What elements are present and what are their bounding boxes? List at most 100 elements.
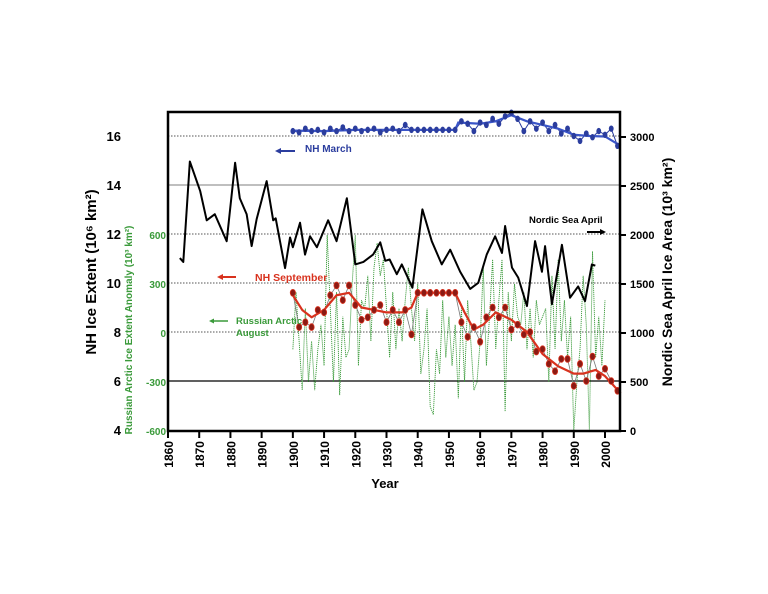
x-tick-label: 1970 bbox=[505, 441, 519, 468]
nh-september-point bbox=[333, 281, 340, 290]
nh-march-point bbox=[371, 125, 377, 132]
nh-september-point bbox=[289, 288, 296, 297]
nh-march-point bbox=[483, 121, 489, 129]
nh-september-smooth-line bbox=[291, 291, 622, 394]
nh-march-point bbox=[577, 137, 583, 145]
nh-march-point bbox=[334, 127, 339, 135]
nh-march-point bbox=[590, 134, 595, 141]
nh-september-point bbox=[414, 288, 421, 297]
right-axis-title: Nordic Sea April Ice Area (10³ km²) bbox=[659, 158, 675, 386]
nh-september-point bbox=[377, 301, 384, 309]
nh-march-point bbox=[490, 115, 496, 123]
nh-september-point bbox=[433, 288, 440, 297]
green-tick-label: -600 bbox=[146, 427, 166, 438]
nh-september-point bbox=[358, 315, 365, 324]
left-tick-label: 12 bbox=[107, 227, 121, 242]
nh-september-point bbox=[539, 345, 546, 353]
left-tick-label: 14 bbox=[107, 178, 122, 193]
nh-september-point bbox=[477, 337, 484, 346]
nh-september-point bbox=[352, 301, 359, 309]
nh-march-point bbox=[533, 125, 539, 132]
nh-september-point bbox=[502, 303, 509, 312]
nh-september-point bbox=[495, 313, 502, 322]
left-axis-title: NH Ice Extent (10⁶ km²) bbox=[83, 189, 100, 354]
nh-september-point bbox=[520, 330, 527, 339]
nh-september-point bbox=[314, 306, 321, 314]
russian-label-line1: Russian Arctic bbox=[236, 316, 302, 327]
nh-september-point bbox=[527, 328, 534, 336]
nh-march-point bbox=[465, 120, 471, 127]
nh-march-point bbox=[558, 130, 564, 137]
right-tick-label: 500 bbox=[630, 377, 648, 389]
left-tick-label: 8 bbox=[114, 325, 121, 340]
x-tick-label: 1880 bbox=[224, 441, 238, 468]
x-tick-label: 1960 bbox=[474, 441, 488, 468]
x-tick-label: 2000 bbox=[599, 441, 613, 468]
nh-march-point bbox=[440, 126, 446, 134]
nh-september-point bbox=[514, 320, 521, 329]
nh-september-point bbox=[296, 323, 303, 331]
nh-september-point bbox=[383, 318, 390, 327]
nh-september-point bbox=[420, 288, 427, 297]
x-tick-label: 1940 bbox=[412, 441, 426, 468]
nh-september-point bbox=[508, 325, 515, 334]
x-tick-label: 1930 bbox=[381, 441, 395, 468]
nh-september-point bbox=[308, 323, 315, 331]
nh-march-point bbox=[377, 129, 383, 136]
nordic-sea-series bbox=[179, 160, 596, 308]
x-axis-title: Year bbox=[371, 476, 398, 491]
nh-march-point bbox=[346, 127, 352, 135]
left-tick-label: 4 bbox=[114, 423, 122, 438]
nh-march-point bbox=[552, 121, 558, 129]
green-tick-label: 0 bbox=[160, 329, 166, 340]
x-tick-label: 1950 bbox=[443, 441, 457, 468]
nh-september-arrowhead-icon bbox=[217, 274, 223, 280]
nh-march-point bbox=[321, 129, 327, 136]
nh-march-point bbox=[452, 126, 458, 134]
nh-march-point bbox=[602, 131, 608, 138]
nh-march-point bbox=[384, 126, 389, 134]
right-tick-label: 2000 bbox=[630, 230, 654, 242]
green-tick-label: 300 bbox=[149, 280, 166, 291]
x-tick-label: 1900 bbox=[287, 441, 301, 468]
nh-march-point bbox=[596, 127, 602, 135]
x-tick-label: 1980 bbox=[537, 441, 551, 468]
plot-frame bbox=[166, 110, 622, 433]
nh-march-point bbox=[315, 126, 321, 134]
nh-september-point bbox=[321, 308, 328, 317]
nh-march-point bbox=[309, 127, 314, 135]
nh-march-point bbox=[477, 119, 483, 126]
nh-march-point bbox=[290, 127, 296, 135]
left-tick-label: 10 bbox=[107, 276, 121, 291]
nh-march-point bbox=[521, 127, 527, 135]
left-tick-label: 6 bbox=[114, 374, 121, 389]
russian-arrowhead-icon bbox=[209, 318, 214, 324]
nh-september-point bbox=[445, 288, 452, 297]
nh-september-point bbox=[489, 303, 496, 312]
russian-label-line2: August bbox=[236, 328, 270, 339]
left-tick-label: 16 bbox=[107, 129, 121, 144]
nh-september-point bbox=[552, 367, 559, 376]
nh-september-point bbox=[327, 291, 334, 300]
nh-september-point bbox=[464, 333, 471, 341]
nh-september-series bbox=[289, 281, 622, 395]
nh-march-point bbox=[434, 126, 439, 134]
nh-march-point bbox=[352, 125, 358, 132]
nh-september-point bbox=[608, 377, 615, 385]
nh-september-point bbox=[483, 313, 490, 322]
nh-march-point bbox=[415, 126, 421, 134]
nordic-sea-line bbox=[179, 160, 596, 308]
nh-march-point bbox=[327, 125, 333, 132]
nh-march-point bbox=[540, 119, 545, 126]
nh-september-point bbox=[577, 360, 584, 368]
green-axis-title: Russian Arctic Ice Extent Anomaly (10³ k… bbox=[124, 226, 135, 435]
green-tick-label: 600 bbox=[149, 231, 166, 242]
nh-march-point bbox=[515, 115, 520, 123]
nh-september-point bbox=[364, 313, 371, 322]
nh-march-point bbox=[571, 132, 577, 140]
x-tick-label: 1920 bbox=[349, 441, 363, 468]
nh-march-point bbox=[583, 130, 589, 137]
nh-september-point bbox=[371, 306, 378, 314]
nh-september-point bbox=[589, 352, 596, 361]
x-tick-label: 1860 bbox=[162, 441, 176, 468]
